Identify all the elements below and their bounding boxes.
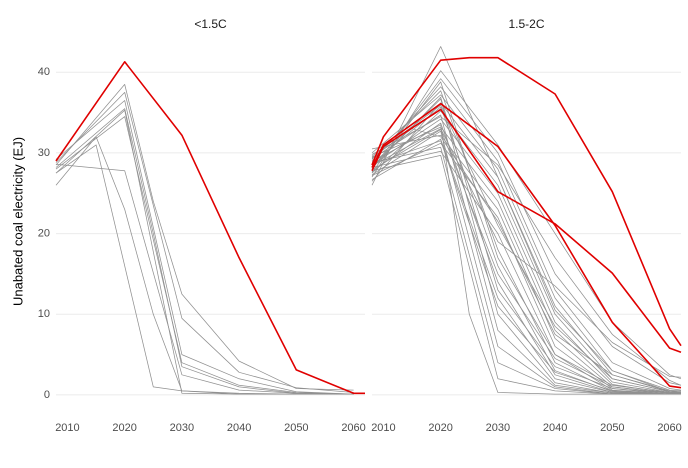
scenario-line — [55, 92, 354, 393]
scenario-line — [371, 116, 682, 386]
x-tick-label: 2030 — [486, 422, 510, 434]
x-tick-label: 2010 — [371, 422, 395, 434]
x-tick-label: 2060 — [657, 422, 681, 434]
scenario-line — [371, 81, 682, 394]
scenario-line — [371, 78, 682, 386]
scenario-line — [55, 116, 354, 395]
scenario-line — [55, 84, 354, 391]
panel-below-1.5c: <1.5C 2010 2020 2030 2040 2050 2060 — [55, 17, 366, 434]
scenario-line — [371, 128, 682, 378]
y-tick-label: 0 — [44, 389, 50, 401]
scenario-line — [371, 104, 682, 393]
scenario-line — [371, 102, 682, 393]
scenario-line — [371, 46, 682, 393]
scenario-line — [55, 144, 354, 395]
scenario-line — [371, 70, 682, 380]
x-tick-label: 2010 — [55, 422, 79, 434]
scenario-line — [371, 94, 682, 392]
y-tick-label: 20 — [38, 228, 50, 240]
scenario-line — [55, 136, 354, 395]
x-tick-label: 2040 — [227, 422, 251, 434]
y-axis-label-layer: Unabated coal electricity (EJ) 0 10 20 30 40 — [10, 66, 50, 401]
facet-title: <1.5C — [194, 17, 227, 31]
scenario-line — [371, 142, 681, 395]
x-tick-label: 2040 — [543, 422, 567, 434]
x-tick-label: 2060 — [341, 422, 365, 434]
y-tick-label: 30 — [38, 147, 50, 159]
x-tick-label: 2050 — [284, 422, 308, 434]
scenario-line — [371, 140, 681, 395]
scenario-line — [55, 163, 354, 395]
highlighted-scenario-line — [371, 108, 682, 353]
highlighted-scenario-line — [371, 102, 682, 389]
x-tick-label: 2020 — [428, 422, 452, 434]
scenario-line — [371, 130, 681, 395]
facet-title: 1.5-2C — [508, 17, 544, 31]
y-tick-label: 40 — [38, 66, 50, 78]
x-tick-label: 2030 — [170, 422, 194, 434]
scenario-line — [371, 124, 681, 395]
x-tick-label: 2020 — [112, 422, 136, 434]
scenario-line — [371, 126, 681, 394]
panel-1.5-2c: 1.5-2C 2010 2020 2030 2040 2050 2060 — [371, 17, 682, 434]
scenario-line — [371, 129, 682, 395]
y-tick-label: 10 — [38, 308, 50, 320]
highlighted-scenario-line — [371, 56, 682, 347]
x-tick-label: 2050 — [600, 422, 624, 434]
highlighted-scenario-line — [55, 60, 365, 395]
scenario-line — [371, 146, 681, 395]
scenario-line — [371, 128, 682, 393]
scenario-line — [371, 134, 682, 395]
scenario-line — [371, 86, 682, 391]
y-axis-title: Unabated coal electricity (EJ) — [10, 137, 25, 306]
scenario-line — [55, 100, 354, 395]
scenario-line — [55, 108, 354, 395]
